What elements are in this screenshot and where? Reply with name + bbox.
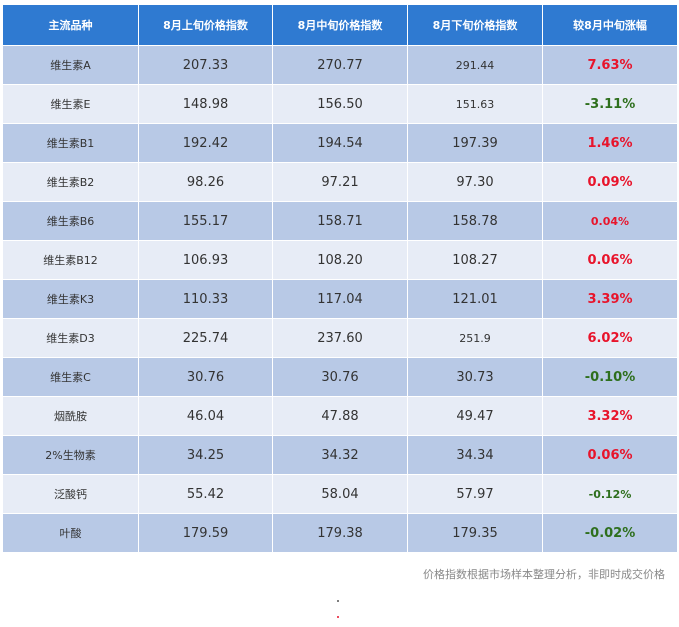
header-early-august: 8月上旬价格指数 xyxy=(138,4,273,46)
row-mid: 30.76 xyxy=(272,357,408,397)
row-late: 158.78 xyxy=(407,201,543,241)
table-row: 泛酸钙 55.42 58.04 57.97 -0.12% xyxy=(2,474,678,514)
row-variety: 维生素D3 xyxy=(2,318,139,358)
row-early: 148.98 xyxy=(138,84,273,124)
row-mid: 47.88 xyxy=(272,396,408,436)
row-variety: 维生素B12 xyxy=(2,240,139,280)
row-early: 155.17 xyxy=(138,201,273,241)
row-mid: 194.54 xyxy=(272,123,408,163)
row-late: 97.30 xyxy=(407,162,543,202)
table-row: 维生素B2 98.26 97.21 97.30 0.09% xyxy=(2,162,678,202)
row-change: 6.02% xyxy=(542,318,678,358)
row-late: 121.01 xyxy=(407,279,543,319)
row-late: 291.44 xyxy=(407,45,543,85)
row-variety: 烟酰胺 xyxy=(2,396,139,436)
row-mid: 156.50 xyxy=(272,84,408,124)
table-row: 维生素B12 106.93 108.20 108.27 0.06% xyxy=(2,240,678,280)
row-variety: 维生素K3 xyxy=(2,279,139,319)
table-row: 维生素B6 155.17 158.71 158.78 0.04% xyxy=(2,201,678,241)
header-mid-august: 8月中旬价格指数 xyxy=(272,4,408,46)
row-variety: 维生素B1 xyxy=(2,123,139,163)
row-change: 3.32% xyxy=(542,396,678,436)
row-early: 106.93 xyxy=(138,240,273,280)
row-mid: 97.21 xyxy=(272,162,408,202)
row-variety: 维生素C xyxy=(2,357,139,397)
row-late: 251.9 xyxy=(407,318,543,358)
table-row: 2%生物素 34.25 34.32 34.34 0.06% xyxy=(2,435,678,475)
row-late: 57.97 xyxy=(407,474,543,514)
row-variety: 泛酸钙 xyxy=(2,474,139,514)
header-late-august: 8月下旬价格指数 xyxy=(407,4,543,46)
row-early: 46.04 xyxy=(138,396,273,436)
row-late: 49.47 xyxy=(407,396,543,436)
row-variety: 维生素B2 xyxy=(2,162,139,202)
decorative-dot xyxy=(337,600,339,602)
decorative-dot-red xyxy=(337,616,339,618)
row-mid: 158.71 xyxy=(272,201,408,241)
row-early: 34.25 xyxy=(138,435,273,475)
row-mid: 179.38 xyxy=(272,513,408,553)
row-early: 55.42 xyxy=(138,474,273,514)
row-change: -0.02% xyxy=(542,513,678,553)
row-change: 0.04% xyxy=(542,201,678,241)
row-late: 30.73 xyxy=(407,357,543,397)
table-row: 维生素B1 192.42 194.54 197.39 1.46% xyxy=(2,123,678,163)
row-early: 110.33 xyxy=(138,279,273,319)
header-change: 较8月中旬涨幅 xyxy=(542,4,678,46)
table-row: 烟酰胺 46.04 47.88 49.47 3.32% xyxy=(2,396,678,436)
table-row: 维生素A 207.33 270.77 291.44 7.63% xyxy=(2,45,678,85)
table-row: 维生素K3 110.33 117.04 121.01 3.39% xyxy=(2,279,678,319)
row-early: 179.59 xyxy=(138,513,273,553)
row-early: 192.42 xyxy=(138,123,273,163)
row-mid: 117.04 xyxy=(272,279,408,319)
row-change: 0.06% xyxy=(542,240,678,280)
row-late: 34.34 xyxy=(407,435,543,475)
footnote: 价格指数根据市场样本整理分析，非即时成交价格 xyxy=(423,568,665,581)
row-variety: 维生素E xyxy=(2,84,139,124)
row-variety: 叶酸 xyxy=(2,513,139,553)
table-row: 维生素E 148.98 156.50 151.63 -3.11% xyxy=(2,84,678,124)
header-variety: 主流品种 xyxy=(2,4,139,46)
row-early: 207.33 xyxy=(138,45,273,85)
row-change: 7.63% xyxy=(542,45,678,85)
header-row: 主流品种 8月上旬价格指数 8月中旬价格指数 8月下旬价格指数 较8月中旬涨幅 xyxy=(2,4,678,46)
row-early: 30.76 xyxy=(138,357,273,397)
row-change: 1.46% xyxy=(542,123,678,163)
row-change: -0.12% xyxy=(542,474,678,514)
table-row: 维生素C 30.76 30.76 30.73 -0.10% xyxy=(2,357,678,397)
row-change: -0.10% xyxy=(542,357,678,397)
row-change: 0.06% xyxy=(542,435,678,475)
row-late: 108.27 xyxy=(407,240,543,280)
row-late: 197.39 xyxy=(407,123,543,163)
vitamin-price-index-table: 主流品种 8月上旬价格指数 8月中旬价格指数 8月下旬价格指数 较8月中旬涨幅 … xyxy=(2,4,678,553)
row-early: 225.74 xyxy=(138,318,273,358)
row-mid: 108.20 xyxy=(272,240,408,280)
row-late: 151.63 xyxy=(407,84,543,124)
row-change: 3.39% xyxy=(542,279,678,319)
row-early: 98.26 xyxy=(138,162,273,202)
row-late: 179.35 xyxy=(407,513,543,553)
row-mid: 34.32 xyxy=(272,435,408,475)
row-variety: 维生素A xyxy=(2,45,139,85)
row-variety: 2%生物素 xyxy=(2,435,139,475)
table-row: 叶酸 179.59 179.38 179.35 -0.02% xyxy=(2,513,678,553)
row-variety: 维生素B6 xyxy=(2,201,139,241)
row-mid: 270.77 xyxy=(272,45,408,85)
table-row: 维生素D3 225.74 237.60 251.9 6.02% xyxy=(2,318,678,358)
row-mid: 237.60 xyxy=(272,318,408,358)
row-change: -3.11% xyxy=(542,84,678,124)
row-mid: 58.04 xyxy=(272,474,408,514)
row-change: 0.09% xyxy=(542,162,678,202)
